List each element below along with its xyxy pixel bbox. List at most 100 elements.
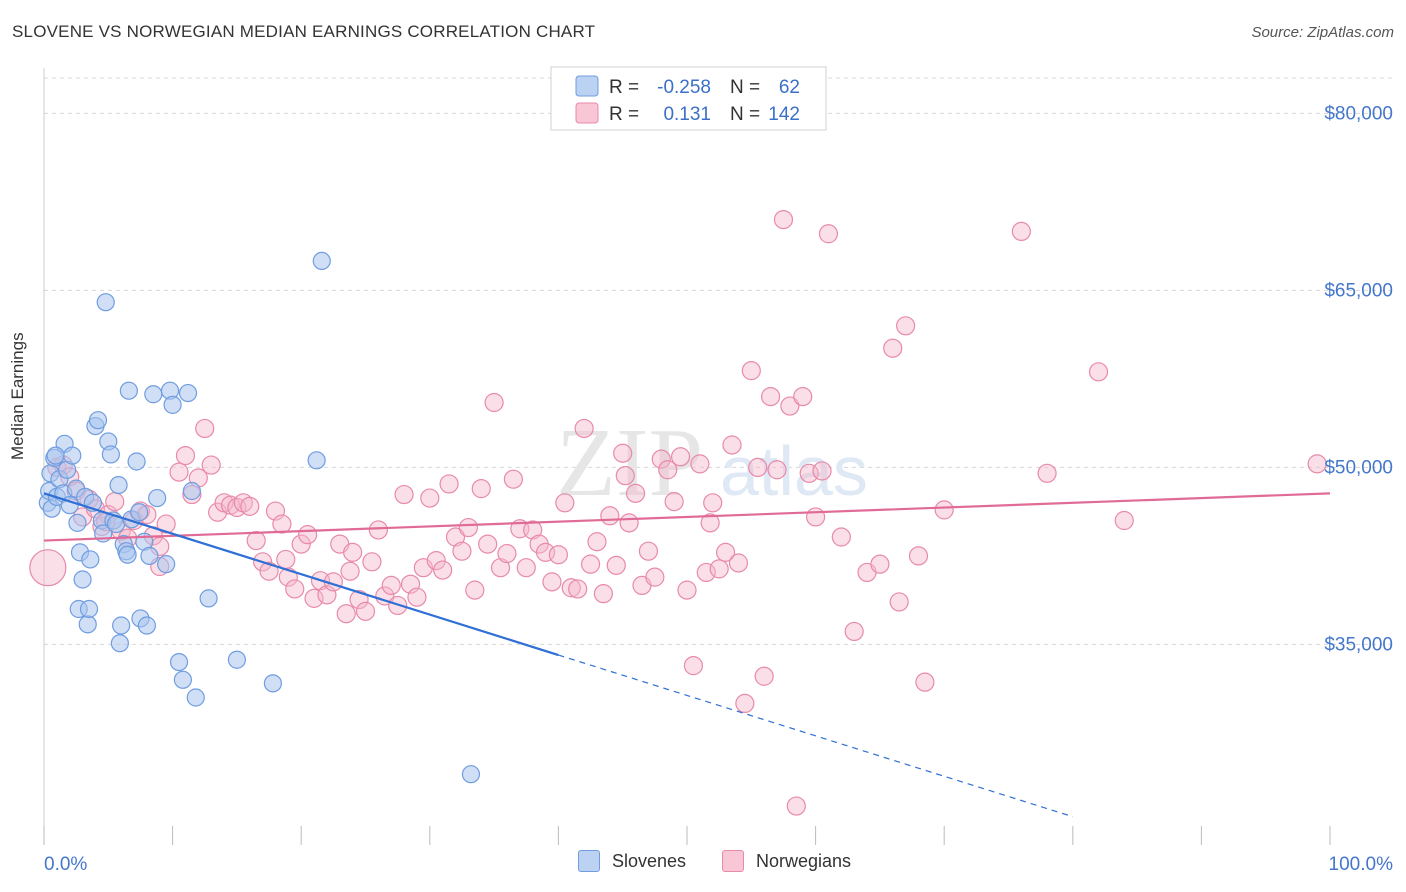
slovenes-swatch [578, 850, 600, 872]
norwegian-point [638, 541, 659, 561]
slovene-point [182, 481, 201, 501]
norwegian-point [497, 543, 517, 564]
slovene-point [144, 385, 163, 404]
norwegian-point [908, 546, 929, 566]
norwegian-point [1037, 463, 1057, 483]
norwegian-point [490, 558, 511, 578]
legend-item-slovenes: Slovenes [578, 850, 686, 872]
slovene-point [112, 616, 131, 635]
norwegian-point [394, 484, 414, 505]
norwegian-point [201, 455, 221, 475]
norwegian-point [580, 554, 601, 574]
legend-swatch-norwegians [575, 102, 599, 124]
norwegians-swatch [722, 850, 744, 872]
norwegian-point [615, 466, 635, 486]
slovene-point [110, 634, 129, 653]
y-tick-label: $50,000 [1324, 457, 1393, 478]
norwegian-point [722, 435, 742, 455]
legend-n-value-1: 62 [779, 77, 800, 98]
slovene-point [263, 674, 283, 693]
correlation-legend: R = -0.258 N = 62 R = 0.131 N = 142 [550, 66, 827, 131]
norwegian-point [349, 589, 369, 610]
norwegian-point [645, 567, 665, 587]
axes [43, 68, 1331, 845]
y-tick-label: $80,000 [1324, 103, 1393, 124]
legend-n-label-2: N = [730, 104, 760, 125]
norwegian-point [368, 520, 388, 540]
norwegian-point [426, 551, 446, 571]
norwegian-point [574, 418, 594, 439]
norwegian-point [452, 541, 472, 561]
slovene-point [127, 452, 146, 471]
norwegian-point [715, 542, 736, 562]
norwegian-point [748, 457, 768, 477]
norwegian-point [355, 601, 376, 621]
norwegian-point [298, 525, 318, 545]
slovene-point [173, 670, 192, 689]
slovene-point [157, 555, 176, 574]
norwegian-point [831, 527, 851, 547]
norwegian-point [844, 621, 864, 642]
norwegian-point [439, 474, 459, 494]
watermark-atlas: atlas [720, 432, 868, 510]
norwegian-point [883, 338, 903, 358]
norwegian-point [362, 552, 382, 572]
norwegian-point [709, 559, 729, 579]
norwegian-point [1088, 362, 1109, 382]
slovene-point [79, 599, 99, 619]
norwegian-point [915, 672, 935, 692]
norwegian-point [786, 796, 806, 816]
norwegian-point [336, 604, 356, 624]
norwegian-point [29, 549, 67, 587]
x-tick-label-min: 0.0% [44, 854, 87, 875]
norwegian-point [600, 506, 620, 526]
slovene-point [227, 650, 246, 669]
norwegian-point [773, 210, 794, 230]
norwegian-point [587, 532, 607, 552]
norwegian-point [889, 592, 909, 612]
slovene-point [130, 503, 149, 522]
trend-lines [43, 492, 1331, 818]
norwegian-point [420, 488, 440, 508]
norwegian-point [465, 580, 485, 600]
slovene-point [78, 615, 97, 634]
norwegian-point [793, 387, 813, 407]
norwegian-point [700, 513, 720, 533]
norwegian-point [568, 579, 588, 599]
slovene-point [81, 550, 100, 569]
norwegian-point [445, 527, 466, 547]
norwegian-point [195, 418, 215, 439]
legend-r-value-1: -0.258 [657, 77, 711, 98]
norwegian-point [276, 549, 296, 570]
norwegian-point [812, 461, 832, 481]
slovene-point [118, 545, 137, 564]
norwegian-point [606, 555, 626, 575]
norwegian-point [1011, 221, 1031, 241]
norwegian-point [741, 361, 761, 381]
norwegian-point [670, 447, 691, 467]
series-legend: Slovenes Norwegians [0, 850, 1406, 878]
legend-item-norwegians: Norwegians [722, 850, 851, 872]
norwegian-point [703, 493, 723, 513]
norwegian-point [340, 561, 360, 581]
tick-labels: $35,000 $50,000 $65,000 $80,000 0.0% 100.0% [44, 103, 1393, 875]
legend-r-value-2: 0.131 [663, 104, 711, 125]
slovene-point [63, 446, 82, 465]
norwegian-point [291, 534, 311, 554]
norwegian-point [870, 554, 890, 574]
legend-n-label-1: N = [730, 77, 760, 98]
slovene-point [163, 395, 182, 414]
norwegian-point [677, 580, 697, 600]
source-credit: Source: ZipAtlas.com [1251, 24, 1394, 41]
norwegian-point [754, 666, 774, 686]
norwegian-point [175, 446, 196, 466]
norwegian-point [690, 454, 710, 474]
slovene-point [169, 652, 189, 672]
y-tick-label: $65,000 [1324, 280, 1393, 301]
slovene-point [119, 381, 138, 400]
norwegian-point [555, 493, 575, 513]
norwegian-point [651, 449, 671, 469]
norwegian-point [683, 656, 704, 676]
norwegian-point [478, 534, 498, 554]
